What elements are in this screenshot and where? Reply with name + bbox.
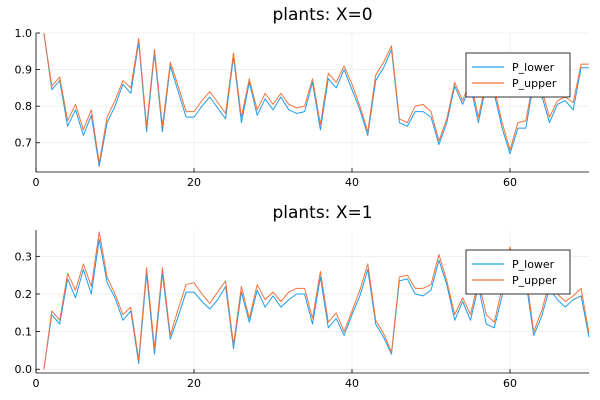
chart-title: plants: X=1 bbox=[272, 203, 372, 223]
x-tick-label: 40 bbox=[345, 176, 359, 189]
x-tick-label: 40 bbox=[345, 377, 359, 390]
plot-panel-x1: 0 20 40 60 0.0 0.1 0.2 0.3 plants: X=1 P_lower P_u… bbox=[15, 203, 590, 390]
series-line-p-upper bbox=[43, 231, 590, 370]
y-tick-label: 0.3 bbox=[15, 250, 33, 263]
x-tick-label: 0 bbox=[33, 176, 40, 189]
y-tick-label: 0.7 bbox=[15, 137, 33, 150]
legend-label: P_upper bbox=[512, 77, 557, 90]
y-tick-label: 0.2 bbox=[15, 288, 33, 301]
x-tick-label: 0 bbox=[33, 377, 40, 390]
x-tick-label: 20 bbox=[187, 377, 201, 390]
y-tick-label: 0.8 bbox=[15, 100, 33, 113]
x-tick-label: 20 bbox=[187, 176, 201, 189]
series-line-p-lower bbox=[43, 32, 589, 168]
y-tick-label: 0.1 bbox=[15, 326, 33, 339]
legend-box bbox=[465, 249, 571, 295]
legend: P_lower P_upper bbox=[465, 249, 571, 295]
legend: P_lower P_upper bbox=[465, 52, 571, 98]
series-line-p-upper bbox=[43, 32, 589, 164]
legend-box bbox=[465, 52, 571, 98]
x-tick-label: 60 bbox=[503, 377, 517, 390]
y-tick-label: 0.0 bbox=[15, 363, 33, 376]
series-line-p-lower bbox=[43, 238, 590, 370]
legend-label: P_lower bbox=[512, 258, 555, 271]
y-tick-label: 0.9 bbox=[15, 64, 33, 77]
legend-label: P_upper bbox=[512, 274, 557, 287]
legend-label: P_lower bbox=[512, 61, 555, 74]
plot-panel-x0: 0 20 40 60 0.7 0.8 0.9 1.0 plants: X=0 P_lower P_u… bbox=[15, 5, 589, 189]
x-tick-label: 60 bbox=[503, 176, 517, 189]
y-tick-label: 1.0 bbox=[15, 27, 33, 40]
chart-title: plants: X=0 bbox=[272, 5, 372, 25]
